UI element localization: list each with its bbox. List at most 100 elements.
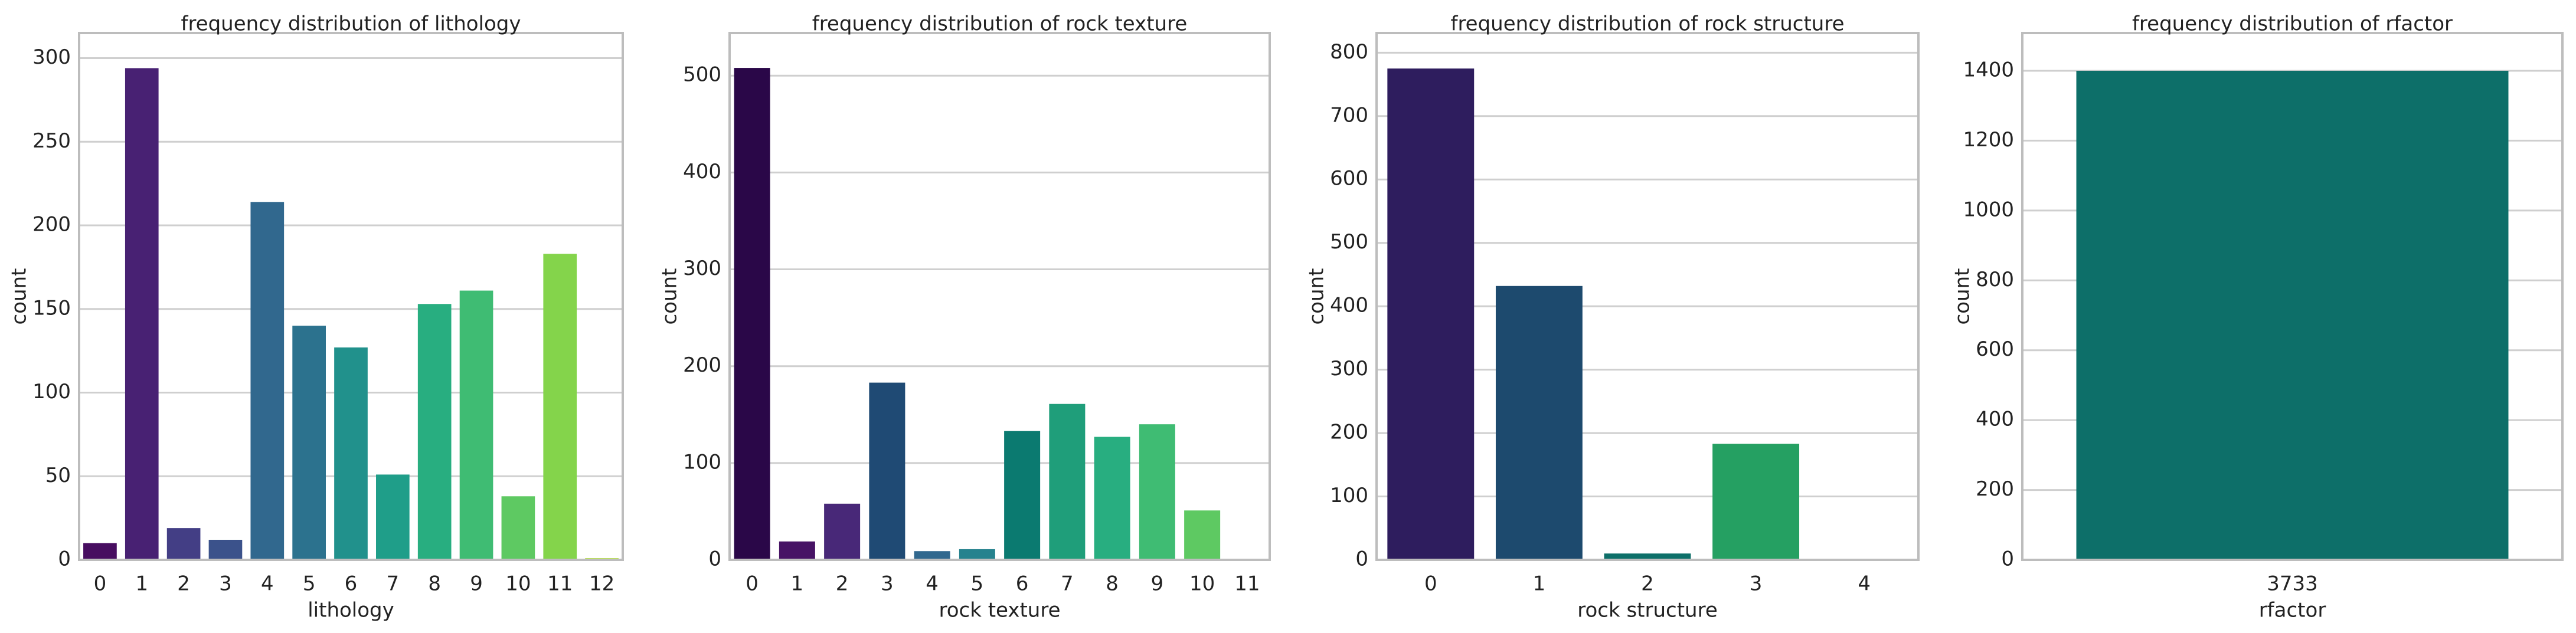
y-tick-label: 300 <box>683 257 721 280</box>
bar <box>914 551 950 560</box>
bar <box>1004 431 1041 560</box>
x-tick-label: 6 <box>345 572 358 596</box>
x-tick-label: 12 <box>589 572 614 596</box>
y-axis-label: count <box>1951 268 1975 325</box>
x-tick-label: 1 <box>135 572 148 596</box>
x-tick-label: 9 <box>1151 572 1164 596</box>
bar <box>779 541 815 560</box>
bar <box>417 304 452 560</box>
y-tick-label: 0 <box>58 547 71 571</box>
y-tick-label: 150 <box>32 296 71 320</box>
y-tick-label: 400 <box>1976 408 2014 431</box>
bar <box>376 474 410 560</box>
x-tick-label: 3 <box>881 572 894 596</box>
x-tick-label: 10 <box>505 572 531 596</box>
bar <box>824 503 861 560</box>
subplot: 0 100 200 300 400 500 600 700 800 0 1 2 3 4 frequency … <box>1305 12 1920 622</box>
y-axis-label: count <box>658 268 682 325</box>
bar <box>1094 437 1130 560</box>
y-tick-label: 0 <box>2001 547 2014 571</box>
y-tick-label: 600 <box>1330 167 1368 191</box>
x-tick-label: 4 <box>261 572 274 596</box>
chart-title: frequency distribution of rfactor <box>2132 12 2453 36</box>
bar <box>83 543 117 560</box>
x-tick-label: 6 <box>1016 572 1029 596</box>
x-tick-label: 3 <box>219 572 232 596</box>
y-tick-label: 700 <box>1330 103 1368 127</box>
bar <box>869 382 905 560</box>
bar <box>334 347 368 560</box>
x-tick-label: 1 <box>791 572 804 596</box>
y-tick-label: 50 <box>45 464 71 487</box>
axes-frame <box>728 32 1271 561</box>
bar <box>2076 70 2509 560</box>
chart-title: frequency distribution of rock texture <box>812 12 1188 36</box>
x-tick-label: 5 <box>303 572 316 596</box>
y-tick-label: 600 <box>1976 337 2014 361</box>
y-tick-label: 500 <box>1330 230 1368 254</box>
x-axis-label: rock structure <box>1577 599 1718 622</box>
bar <box>734 68 770 560</box>
bar <box>543 254 577 560</box>
y-tick-label: 500 <box>683 63 721 87</box>
y-tick-label: 0 <box>708 547 721 571</box>
x-tick-label: 3733 <box>2267 572 2318 596</box>
bar <box>208 539 243 560</box>
x-tick-label: 11 <box>1234 572 1260 596</box>
chart-title: frequency distribution of lithology <box>181 12 521 36</box>
y-axis-label: count <box>1305 268 1329 325</box>
x-tick-label: 7 <box>1061 572 1074 596</box>
x-tick-label: 4 <box>1858 572 1871 596</box>
bar <box>1387 68 1475 560</box>
y-axis-label: count <box>8 268 31 325</box>
y-tick-label: 300 <box>1330 357 1368 381</box>
axes-frame <box>2021 32 2564 561</box>
x-tick-label: 8 <box>1106 572 1119 596</box>
x-axis-label: rock texture <box>939 599 1060 622</box>
x-tick-label: 8 <box>428 572 441 596</box>
bar <box>292 326 326 560</box>
bar <box>125 68 159 560</box>
bar <box>1139 424 1175 560</box>
y-tick-label: 800 <box>1330 40 1368 64</box>
y-tick-label: 200 <box>32 213 71 237</box>
y-tick-label: 400 <box>683 160 721 183</box>
x-tick-label: 5 <box>971 572 984 596</box>
y-tick-label: 200 <box>1330 421 1368 444</box>
y-tick-label: 250 <box>32 129 71 153</box>
y-tick-label: 100 <box>1330 484 1368 507</box>
bar <box>1712 444 1800 560</box>
x-tick-label: 1 <box>1533 572 1546 596</box>
x-tick-label: 4 <box>926 572 939 596</box>
bar <box>501 496 535 560</box>
x-tick-label: 3 <box>1750 572 1763 596</box>
bar <box>959 549 995 560</box>
x-tick-label: 2 <box>836 572 849 596</box>
bar <box>250 202 285 560</box>
bar <box>1184 510 1221 560</box>
x-tick-label: 2 <box>1641 572 1654 596</box>
y-tick-label: 800 <box>1976 268 2014 291</box>
subplot: 0 200 400 600 800 1000 1200 1400 3733 frequency d… <box>1951 12 2564 622</box>
axes-frame <box>1375 32 1920 561</box>
y-tick-label: 200 <box>683 353 721 377</box>
y-tick-label: 200 <box>1976 477 2014 501</box>
y-tick-label: 1000 <box>1963 198 2014 221</box>
bar <box>1604 553 1691 560</box>
y-tick-label: 100 <box>32 380 71 404</box>
x-tick-label: 10 <box>1189 572 1215 596</box>
bar <box>166 528 201 560</box>
chart-title: frequency distribution of rock structure <box>1450 12 1844 36</box>
y-tick-label: 100 <box>683 450 721 474</box>
bar <box>1049 404 1086 560</box>
y-tick-label: 0 <box>1355 547 1368 571</box>
x-tick-label: 9 <box>470 572 483 596</box>
x-axis-label: rfactor <box>2259 599 2326 622</box>
axes-frame <box>78 32 624 561</box>
x-axis-label: lithology <box>308 599 394 622</box>
x-tick-label: 0 <box>746 572 759 596</box>
y-tick-label: 1200 <box>1963 128 2014 152</box>
subplot: 0 100 200 300 400 500 0 1 2 3 4 5 6 7 8 9 10 11 frequency … <box>658 12 1271 622</box>
